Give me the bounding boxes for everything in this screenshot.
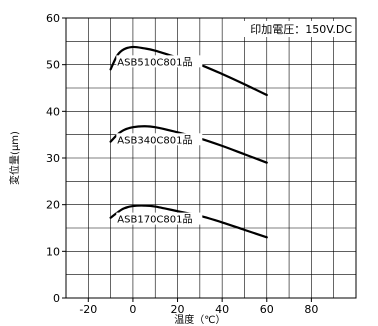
annotation-text: 印加電圧：150V.DC: [250, 23, 352, 36]
series-lines: [109, 45, 268, 239]
x-tick-label: 80: [304, 303, 318, 316]
x-tick-label: 60: [260, 303, 274, 316]
series-line-1: [109, 45, 268, 97]
y-tick-label: 30: [46, 152, 60, 165]
y-axis-title: 変位量(μm): [8, 131, 21, 185]
y-tick-label: 0: [53, 292, 60, 305]
series-label-3: ASB170C801品: [117, 214, 192, 226]
series-line-3: [109, 204, 268, 239]
series-label-2: ASB340C801品: [117, 134, 192, 146]
series-label-bg: [116, 133, 203, 146]
plot-frame: [65, 17, 357, 299]
y-tick-label: 60: [46, 12, 60, 25]
y-tick-label: 40: [46, 105, 60, 118]
grid: [66, 18, 356, 298]
annotation-box: [225, 21, 354, 37]
y-tick-label: 50: [46, 59, 60, 72]
series-label-bg: [116, 55, 203, 68]
y-tick-label: 20: [46, 199, 60, 212]
x-tick-label: 0: [129, 303, 136, 316]
y-tick-label: 10: [46, 245, 60, 258]
series-label-1: ASB510C801品: [117, 56, 192, 68]
series-line-2: [109, 125, 268, 164]
x-tick-label: 40: [215, 303, 229, 316]
series-labels: ASB510C801品 ASB340C801品 ASB170C801品: [116, 55, 203, 226]
x-tick-label: 20: [171, 303, 185, 316]
ticks: -20 0 20 40 60 80 0 10 20 30 40 50 60: [46, 12, 318, 316]
x-tick-label: -20: [79, 303, 97, 316]
x-axis-title: 温度（℃）: [174, 313, 225, 326]
series-label-bg: [116, 212, 203, 225]
